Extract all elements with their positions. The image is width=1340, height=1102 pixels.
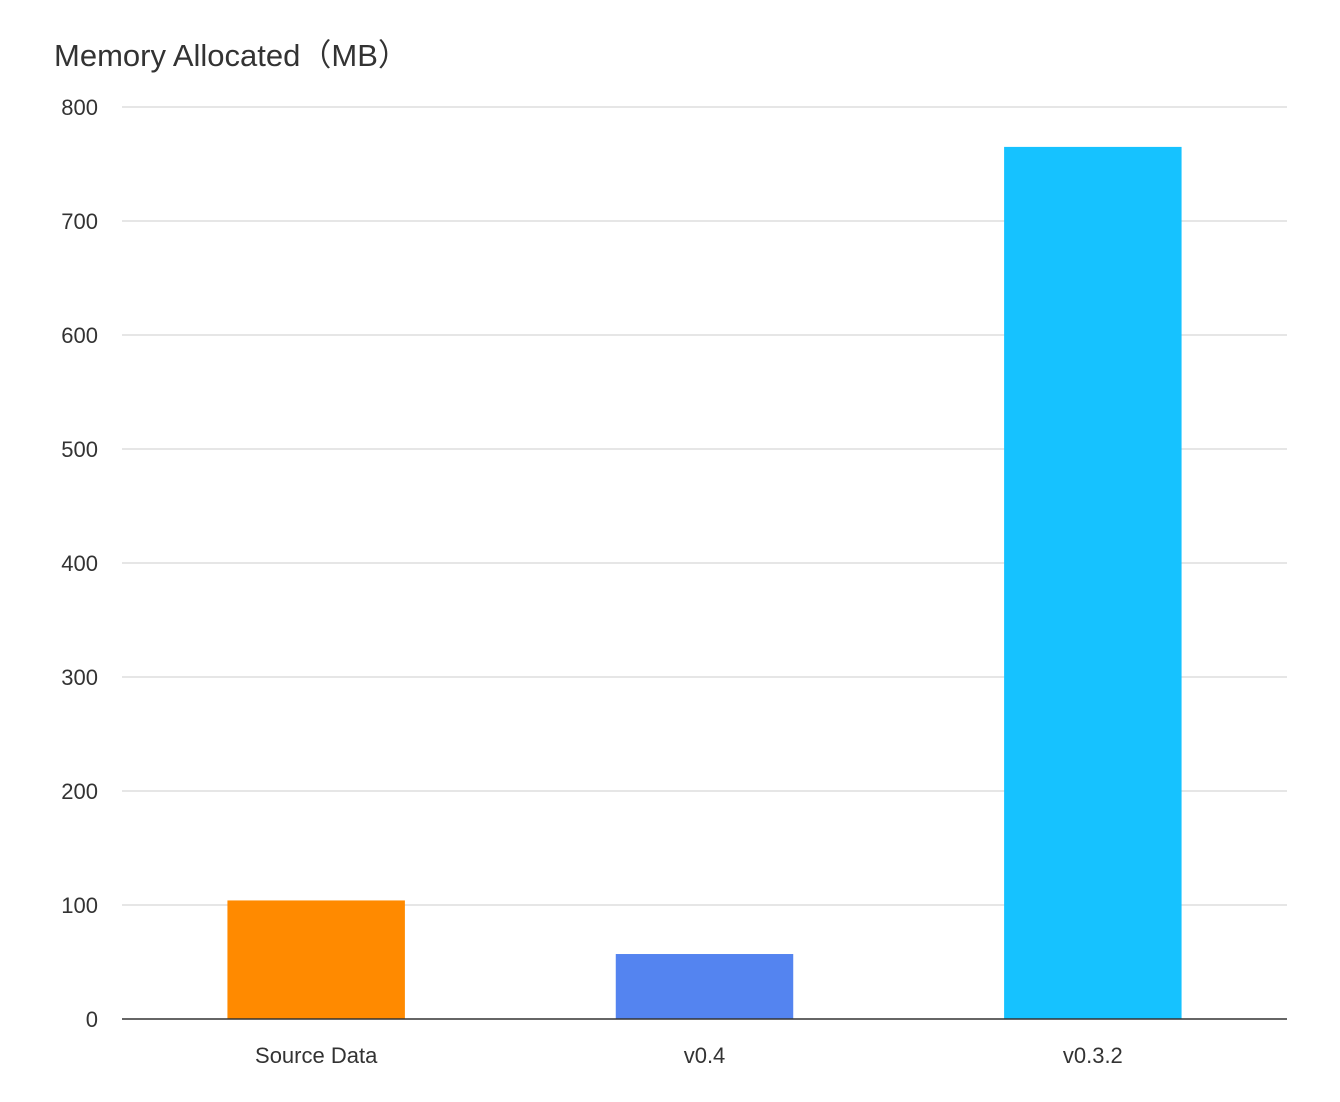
x-tick-label: v0.3.2 bbox=[1063, 1043, 1123, 1068]
x-tick-label: v0.4 bbox=[684, 1043, 726, 1068]
bar-v0-3-2 bbox=[1004, 146, 1182, 1019]
y-tick-label: 200 bbox=[61, 779, 98, 804]
bars bbox=[227, 146, 1182, 1019]
y-axis-ticks: 0 100 200 300 400 500 600 700 800 bbox=[61, 95, 98, 1032]
gridlines bbox=[122, 106, 1287, 906]
x-axis-labels: Source Data v0.4 v0.3.2 bbox=[255, 1043, 1123, 1068]
bar-source-data bbox=[227, 900, 405, 1019]
chart-title: Memory Allocated（MB） bbox=[54, 38, 409, 73]
y-tick-label: 700 bbox=[61, 209, 98, 234]
y-tick-label: 0 bbox=[86, 1007, 98, 1032]
bar-v0-4 bbox=[615, 954, 794, 1019]
y-tick-label: 300 bbox=[61, 665, 98, 690]
y-tick-label: 500 bbox=[61, 437, 98, 462]
y-tick-label: 600 bbox=[61, 323, 98, 348]
x-tick-label: Source Data bbox=[255, 1043, 378, 1068]
y-tick-label: 100 bbox=[61, 893, 98, 918]
y-tick-label: 800 bbox=[61, 95, 98, 120]
y-tick-label: 400 bbox=[61, 551, 98, 576]
